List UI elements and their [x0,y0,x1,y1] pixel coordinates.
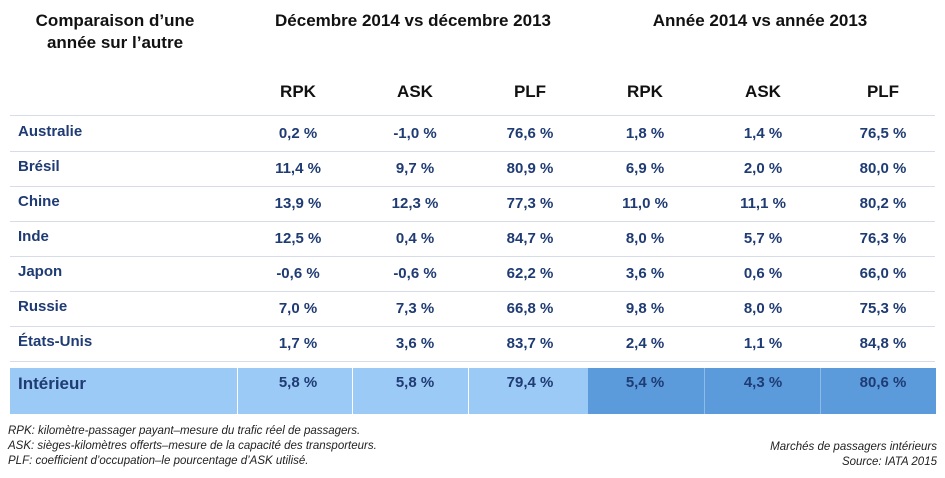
cell-japon-plf-dec: 62,2 % [506,265,554,282]
row-divider [10,256,935,257]
cell-russie-plf-year: 75,3 % [859,300,907,317]
cell-japon-ask-dec: -0,6 % [393,265,437,282]
cell-chine-ask-year: 11,1 % [740,195,786,212]
row-label-bresil: Brésil [18,158,60,175]
cell-bresil-plf-dec: 80,9 % [506,160,554,177]
row-label-australie: Australie [18,123,83,140]
row-divider [10,361,935,362]
corner-title: Comparaison d’une année sur l’autre [10,10,220,54]
col-header-plf-year: PLF [866,82,900,101]
cell-etats-unis-plf-dec: 83,7 % [506,335,554,352]
cell-russie-ask-dec: 7,3 % [395,300,435,317]
cell-inde-plf-year: 76,3 % [859,230,907,247]
col-header-rpk-year: RPK [627,82,663,101]
col-header-rpk-dec: RPK [280,82,316,101]
cell-etats-unis-rpk-year: 2,4 % [625,335,665,352]
row-label-russie: Russie [18,298,68,315]
cell-bresil-ask-dec: 9,7 % [395,160,435,177]
cell-russie-rpk-year: 9,8 % [625,300,665,317]
cell-bresil-rpk-year: 6,9 % [625,160,665,177]
source-title: Marchés de passagers intérieurs [770,441,937,453]
footnote-plf: PLF: coefficient d’occupation–le pourcen… [8,455,309,467]
row-divider [10,326,935,327]
col-header-ask-year: ASK [745,82,781,101]
cell-russie-plf-dec: 66,8 % [506,300,554,317]
total-band-december [10,368,588,414]
row-divider [10,186,935,187]
cell-australie-ask-dec: -1,0 % [393,125,437,142]
row-divider [10,115,935,116]
band-separator [237,368,238,414]
cell-chine-plf-year: 80,2 % [859,195,907,212]
cell-interieur-plf-dec: 79,4 % [506,374,554,391]
corner-title-line-2: année sur l’autre [46,33,184,52]
cell-russie-rpk-dec: 7,0 % [278,300,318,317]
cell-chine-rpk-dec: 13,9 % [274,195,322,212]
cell-japon-ask-year: 0,6 % [743,265,783,282]
cell-inde-plf-dec: 84,7 % [506,230,554,247]
col-header-plf-dec: PLF [513,82,547,101]
cell-russie-ask-year: 8,0 % [743,300,783,317]
cell-japon-rpk-year: 3,6 % [625,265,665,282]
source-credit: Source: IATA 2015 [841,456,937,468]
cell-interieur-plf-year: 80,6 % [859,374,907,391]
cell-japon-plf-year: 66,0 % [859,265,907,282]
cell-australie-ask-year: 1,4 % [743,125,783,142]
cell-etats-unis-rpk-dec: 1,7 % [278,335,318,352]
cell-chine-ask-dec: 12,3 % [391,195,439,212]
band-separator [352,368,353,414]
cell-interieur-ask-dec: 5,8 % [395,374,435,391]
cell-interieur-rpk-dec: 5,8 % [278,374,318,391]
cell-etats-unis-plf-year: 84,8 % [859,335,907,352]
cell-bresil-rpk-dec: 11,4 % [275,160,321,177]
band-separator [704,368,705,414]
row-divider [10,221,935,222]
row-divider [10,151,935,152]
cell-inde-ask-year: 5,7 % [743,230,783,247]
cell-inde-rpk-year: 8,0 % [625,230,665,247]
cell-australie-rpk-year: 1,8 % [625,125,665,142]
cell-interieur-ask-year: 4,3 % [743,374,783,391]
row-label-japon: Japon [18,263,63,280]
total-band-year [588,368,936,414]
col-header-ask-dec: ASK [397,82,433,101]
row-label-etats-unis: États-Unis [18,333,93,350]
cell-japon-rpk-dec: -0,6 % [276,265,320,282]
corner-title-line-1: Comparaison d’une [35,11,195,30]
footnote-ask: ASK: sièges-kilomètres offerts–mesure de… [8,440,377,452]
cell-inde-rpk-dec: 12,5 % [274,230,322,247]
cell-australie-plf-dec: 76,6 % [506,125,554,142]
band-separator [820,368,821,414]
row-label-inde: Inde [18,228,49,245]
cell-bresil-ask-year: 2,0 % [743,160,783,177]
cell-interieur-rpk-year: 5,4 % [625,374,665,391]
cell-australie-rpk-dec: 0,2 % [278,125,318,142]
row-divider [10,291,935,292]
cell-etats-unis-ask-dec: 3,6 % [395,335,435,352]
cell-bresil-plf-year: 80,0 % [859,160,907,177]
cell-etats-unis-ask-year: 1,1 % [743,335,783,352]
band-separator [468,368,469,414]
footnote-rpk: RPK: kilomètre-passager payant–mesure du… [8,425,361,437]
cell-chine-rpk-year: 11,0 % [622,195,668,212]
footnotes: RPK: kilomètre-passager payant–mesure du… [8,424,568,469]
group-title-year: Année 2014 vs année 2013 [652,11,868,30]
cell-chine-plf-dec: 77,3 % [506,195,554,212]
cell-australie-plf-year: 76,5 % [859,125,907,142]
row-label-interieur: Intérieur [18,374,87,393]
cell-inde-ask-dec: 0,4 % [395,230,435,247]
row-label-chine: Chine [18,193,60,210]
group-title-december: Décembre 2014 vs décembre 2013 [275,11,551,30]
source-note: Marchés de passagers intérieurs Source: … [640,440,937,470]
